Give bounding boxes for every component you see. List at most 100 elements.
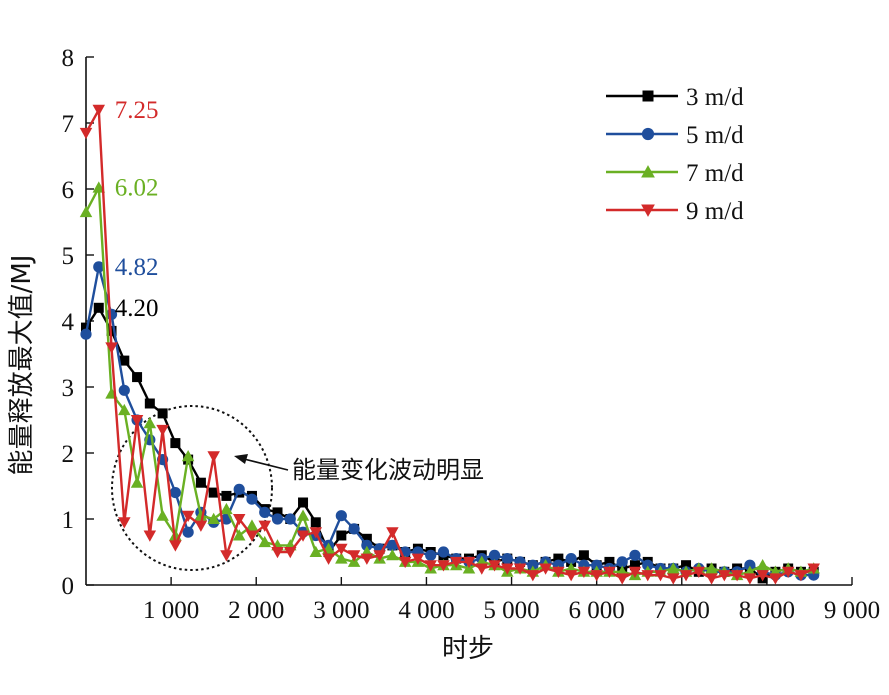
y-tick-label: 8 (62, 45, 75, 72)
data-point (386, 549, 399, 561)
series-5-m-d (80, 261, 820, 581)
data-point (105, 342, 118, 354)
data-point (130, 476, 144, 488)
data-point (271, 547, 284, 559)
data-point (232, 529, 246, 541)
data-point (335, 510, 347, 522)
legend-label: 9 m/d (686, 198, 744, 225)
data-point (616, 556, 628, 568)
data-point (232, 514, 246, 526)
data-point (93, 261, 105, 273)
data-point (181, 450, 195, 462)
annotation-arrow-line (239, 457, 289, 471)
data-point (578, 550, 589, 561)
data-point (130, 415, 144, 427)
data-point (565, 553, 577, 565)
data-point (322, 553, 335, 565)
data-point (667, 573, 680, 585)
data-point (794, 570, 808, 582)
series-3-m-d (81, 302, 819, 584)
data-point (93, 302, 104, 313)
legend-item: 7 m/d (606, 160, 744, 187)
data-point (681, 560, 692, 571)
peak-label: 6.02 (115, 175, 159, 202)
data-point (629, 560, 640, 571)
data-point (80, 328, 92, 340)
y-tick-label: 4 (62, 309, 75, 336)
axes: 0 1 2 3 4 5 6 7 8 1 000 2 000 3 000 4 000 5 000 6 000 7… (62, 45, 881, 624)
data-point (259, 506, 271, 518)
x-tick-label: 2 000 (228, 597, 284, 624)
data-point (692, 566, 706, 579)
data-point (156, 424, 169, 437)
x-tick-label: 7 000 (654, 597, 710, 624)
data-point (604, 556, 615, 567)
data-point (271, 513, 284, 525)
data-point (156, 509, 169, 521)
data-point (81, 322, 91, 333)
peak-label: 4.20 (115, 295, 159, 322)
data-point (361, 539, 373, 552)
data-point (246, 493, 258, 505)
x-tick-label: 1 000 (143, 597, 199, 624)
data-point (590, 570, 603, 582)
data-point (411, 553, 425, 565)
fluctuation-annotation: 能量变化波动明显 (111, 405, 484, 571)
y-axis-title: 能量释放最大值/MJ (7, 255, 37, 476)
legend-marker (642, 90, 654, 102)
annotation-text: 能量变化波动明显 (292, 456, 484, 484)
data-point (577, 566, 591, 579)
x-tick-label: 5 000 (483, 597, 539, 624)
data-point (296, 530, 310, 542)
data-point (310, 517, 321, 528)
data-point (245, 519, 259, 531)
data-point (564, 570, 578, 582)
annotation-dashed-circle (111, 405, 273, 571)
data-point (298, 497, 309, 508)
series-line (84, 108, 815, 580)
data-point (591, 559, 603, 571)
y-tick-label: 0 (62, 573, 75, 600)
data-point (245, 530, 259, 542)
peak-label: 7.25 (115, 97, 159, 124)
data-point (360, 553, 374, 565)
legend-label: 3 m/d (686, 84, 744, 111)
data-point (118, 384, 130, 396)
data-point (475, 563, 489, 575)
data-point (603, 566, 616, 579)
data-point (194, 520, 208, 532)
data-point (92, 104, 106, 117)
data-point (296, 509, 310, 521)
data-point (629, 549, 641, 561)
data-point (730, 570, 744, 582)
data-point (654, 570, 667, 582)
peak-labels: 7.25 6.02 4.82 4.20 (115, 97, 159, 322)
data-point (335, 552, 348, 564)
legend: 3 m/d 5 m/d 7 m/d 9 m/d (606, 84, 744, 225)
y-tick-label: 3 (62, 375, 75, 402)
data-point (195, 477, 206, 488)
data-point (552, 566, 565, 579)
series-9-m-d (79, 104, 820, 585)
data-point (258, 520, 271, 532)
x-tick-label: 6 000 (569, 597, 625, 624)
data-point (79, 205, 93, 218)
legend-label: 5 m/d (686, 122, 744, 149)
data-point (118, 517, 131, 529)
data-point (220, 502, 233, 515)
data-point (336, 530, 347, 541)
data-point (207, 512, 220, 524)
data-point (628, 566, 642, 579)
data-point (284, 513, 296, 525)
data-point (132, 372, 143, 383)
x-tick-label: 9 000 (824, 597, 880, 624)
data-point (258, 535, 271, 548)
data-point (437, 546, 450, 558)
y-tick-label: 1 (62, 507, 75, 534)
data-point (309, 527, 323, 539)
legend-item: 9 m/d (606, 198, 744, 225)
data-point (526, 570, 540, 582)
y-tick-label: 6 (62, 177, 75, 204)
data-point (373, 550, 386, 562)
x-tick-label: 8 000 (739, 597, 795, 624)
